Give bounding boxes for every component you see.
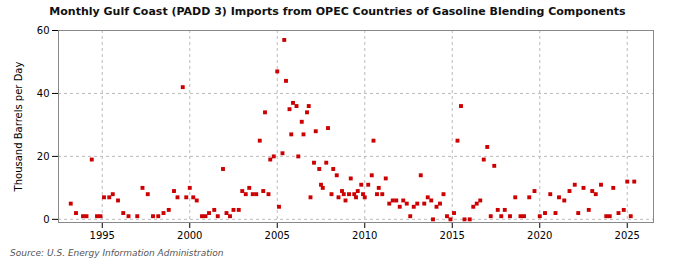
svg-text:60: 60	[37, 25, 50, 36]
svg-text:0: 0	[43, 214, 49, 225]
svg-text:20: 20	[37, 151, 50, 162]
svg-text:2000: 2000	[177, 230, 202, 241]
svg-text:2015: 2015	[440, 230, 465, 241]
svg-text:Thousand Barrels per Day: Thousand Barrels per Day	[13, 62, 24, 193]
svg-text:2020: 2020	[527, 230, 552, 241]
html-text:Source: U.S. Energy Informatio: Source: U.S. Energy Information Administ…	[10, 248, 224, 258]
svg-text:2025: 2025	[615, 230, 640, 241]
svg-text:1995: 1995	[90, 230, 115, 241]
svg-text:2005: 2005	[265, 230, 290, 241]
svg-text:2010: 2010	[352, 230, 377, 241]
html-text:Monthly Gulf Coast (PADD 3) Im: Monthly Gulf Coast (PADD 3) Imports from…	[49, 5, 626, 18]
svg-text:40: 40	[37, 88, 50, 99]
